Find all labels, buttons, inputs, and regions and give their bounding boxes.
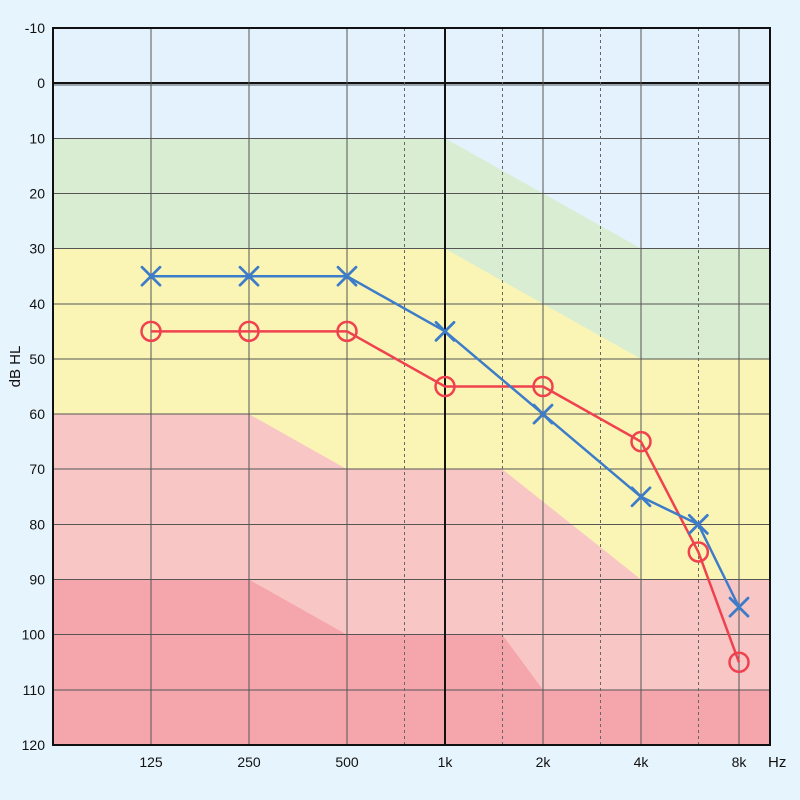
- y-tick-label: 70: [29, 461, 45, 477]
- cross-marker: [434, 320, 456, 342]
- y-tick-label: 110: [23, 682, 46, 698]
- cross-marker: [687, 513, 709, 535]
- x-axis-label: Hz: [768, 754, 786, 771]
- y-tick-label: 80: [29, 516, 45, 532]
- circle-marker: [630, 430, 652, 453]
- series-line-cross: [151, 274, 741, 608]
- cross-marker: [532, 403, 554, 425]
- x-tick-label: 1k: [438, 754, 454, 770]
- x-tick-label: 500: [335, 754, 359, 770]
- circle-marker: [336, 320, 358, 343]
- cross-marker: [238, 265, 260, 287]
- cross-marker: [140, 265, 162, 287]
- y-tick-label: 100: [22, 627, 46, 643]
- plot-frame: [52, 27, 771, 746]
- cross-marker: [630, 486, 652, 508]
- x-tick-label: 4k: [634, 754, 650, 770]
- y-tick-label: 50: [29, 351, 45, 367]
- y-tick-label: 0: [37, 75, 45, 91]
- circle-marker: [434, 375, 456, 398]
- x-tick-label: 8k: [732, 754, 748, 770]
- y-tick-label: 60: [29, 406, 45, 422]
- y-tick-label: 30: [29, 241, 45, 257]
- y-tick-label: 90: [29, 572, 45, 588]
- y-tick-label: 120: [22, 737, 46, 753]
- y-tick-label: 40: [29, 296, 45, 312]
- circle-marker: [238, 320, 260, 343]
- circle-marker: [728, 651, 750, 674]
- x-tick-label: 2k: [536, 754, 552, 770]
- band-profound: [53, 579, 770, 745]
- cross-marker: [336, 265, 358, 287]
- cross-marker: [728, 596, 750, 618]
- circle-marker: [687, 541, 710, 563]
- circle-marker: [532, 375, 554, 398]
- x-tick-label: 250: [237, 754, 261, 770]
- severity-bands: [53, 28, 770, 746]
- y-tick-label: 10: [29, 130, 45, 146]
- x-tick-label: 125: [139, 754, 163, 770]
- y-tick-label: -10: [25, 20, 45, 36]
- series-layer: [140, 265, 750, 674]
- tick-labels: -10 0 10 20 30 40 50 60 70 80 90 100 110 120 125 250 500…: [22, 20, 748, 770]
- y-tick-label: 20: [29, 185, 45, 201]
- y-axis-label: dB HL: [7, 346, 24, 388]
- circle-marker: [140, 320, 162, 343]
